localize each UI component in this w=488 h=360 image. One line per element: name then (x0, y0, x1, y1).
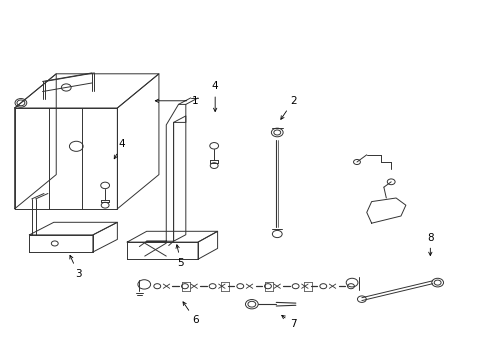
Text: 5: 5 (176, 245, 184, 268)
Text: 4: 4 (114, 139, 125, 159)
Text: 4: 4 (211, 81, 218, 112)
Text: 8: 8 (426, 233, 433, 256)
Text: 7: 7 (281, 315, 296, 329)
Text: 2: 2 (280, 96, 296, 119)
Text: 6: 6 (183, 302, 199, 325)
Text: 3: 3 (70, 255, 81, 279)
Text: 1: 1 (155, 96, 199, 106)
